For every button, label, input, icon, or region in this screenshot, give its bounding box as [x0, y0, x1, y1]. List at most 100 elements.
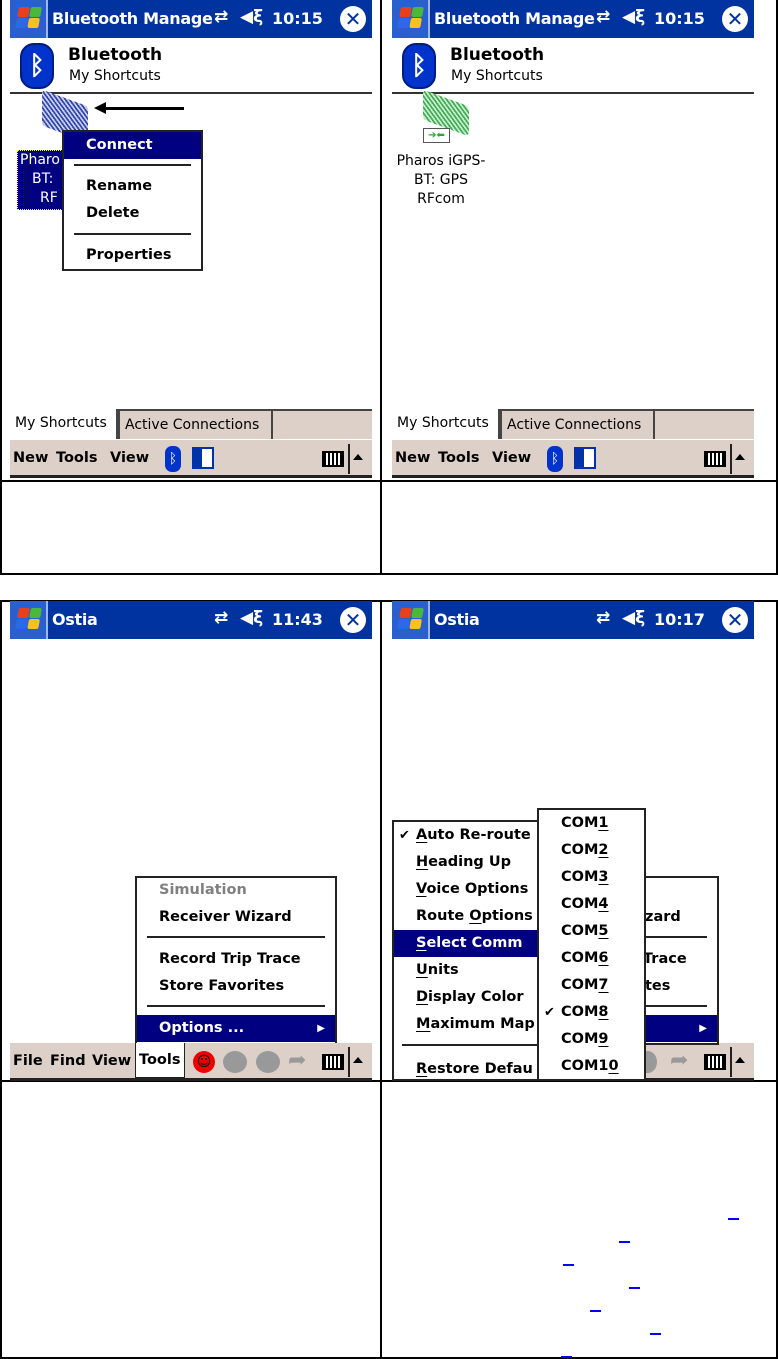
clock[interactable]: 10:15 — [272, 9, 323, 28]
arrow-head-icon — [94, 102, 106, 114]
start-button[interactable] — [392, 601, 430, 639]
keyboard-icon[interactable] — [322, 451, 344, 467]
menu-item-text: S — [416, 935, 427, 951]
menu-item-heading-up[interactable]: Heading Up — [394, 849, 537, 876]
menu-item-store-favorites[interactable]: tes — [645, 978, 671, 994]
tab-my-shortcuts[interactable]: My Shortcuts — [10, 409, 118, 439]
keyboard-icon[interactable] — [704, 1054, 726, 1070]
close-icon[interactable]: ✕ — [340, 607, 366, 633]
window-title: Bluetooth Manage — [52, 9, 213, 28]
table-border — [0, 0, 2, 575]
menu-item-com4[interactable]: COM4 — [539, 891, 644, 918]
bluetooth-discover-icon[interactable]: ᛒ — [165, 446, 181, 472]
menu-item-restore-defau[interactable]: Restore Defau — [394, 1056, 537, 1079]
menu-item-com10[interactable]: COM10 — [539, 1053, 644, 1080]
menu-tools[interactable]: Tools — [56, 450, 98, 466]
input-selector-arrow-icon[interactable] — [735, 454, 745, 460]
menu-view[interactable]: View — [110, 450, 150, 466]
menu-item-maximum-map[interactable]: Maximum Map — [394, 1011, 537, 1038]
underline-mark — [619, 1241, 630, 1243]
connectivity-icon[interactable]: ⇄ — [214, 7, 229, 27]
speaker-icon[interactable]: ◀ξ — [622, 7, 646, 27]
menu-item-connect[interactable]: Connect — [64, 132, 201, 159]
menu-view[interactable]: View — [92, 1053, 132, 1069]
menu-find[interactable]: Find — [50, 1053, 86, 1069]
context-menu: Connect Rename Delete Properties — [62, 130, 203, 271]
menu-item-com2[interactable]: COM2 — [539, 837, 644, 864]
clock[interactable]: 10:17 — [654, 610, 705, 629]
menu-item-receiver-wizard[interactable]: zard — [645, 909, 681, 925]
menu-item-com1[interactable]: COM1 — [539, 810, 644, 837]
clock[interactable]: 10:15 — [654, 9, 705, 28]
menu-item-com6[interactable]: COM6 — [539, 945, 644, 972]
menu-item-rename[interactable]: Rename — [86, 178, 153, 194]
menu-item-com5[interactable]: COM5 — [539, 918, 644, 945]
close-icon[interactable]: ✕ — [340, 6, 366, 32]
menu-item-route-options[interactable]: Route Options — [394, 903, 537, 930]
menu-item-store-favorites[interactable]: Store Favorites — [159, 978, 285, 994]
start-button[interactable] — [392, 0, 430, 38]
menu-item-com3[interactable]: COM3 — [539, 864, 644, 891]
chat-bubble-icon — [256, 1051, 280, 1073]
menu-item-record-trip-trace[interactable]: Record Trip Trace — [159, 951, 301, 967]
windows-flag-icon — [15, 608, 43, 630]
keyboard-icon[interactable] — [322, 1054, 344, 1070]
start-button[interactable] — [10, 0, 48, 38]
connectivity-icon[interactable]: ⇄ — [596, 608, 611, 628]
speaker-icon[interactable]: ◀ξ — [240, 608, 264, 628]
menu-item-com7[interactable]: COM7 — [539, 972, 644, 999]
menu-item-select-comm[interactable]: Select Comm — [394, 930, 537, 957]
speaker-icon[interactable]: ◀ξ — [240, 7, 264, 27]
tab-active-connections[interactable]: Active Connections — [118, 409, 273, 439]
menu-tools[interactable]: Tools — [438, 450, 480, 466]
header-title: Bluetooth — [68, 45, 163, 65]
clock[interactable]: 11:43 — [272, 610, 323, 629]
menu-item-text: nits — [427, 962, 459, 978]
keyboard-icon[interactable] — [704, 451, 726, 467]
menu-item-com8[interactable]: ✔ COM8 — [539, 999, 644, 1026]
contacts-icon[interactable] — [574, 447, 596, 469]
input-selector-arrow-icon[interactable] — [735, 1057, 745, 1063]
menu-item-receiver-wizard[interactable]: Receiver Wizard — [159, 909, 292, 925]
menu-file[interactable]: File — [13, 1053, 43, 1069]
menu-view[interactable]: View — [492, 450, 532, 466]
shortcut-label-selected[interactable]: Pharo BT: RF — [17, 150, 67, 210]
menu-item-com9[interactable]: COM9 — [539, 1026, 644, 1053]
menu-item-text: 9 — [598, 1031, 609, 1047]
menu-item-text: uto Re-route — [427, 827, 531, 843]
menu-item-display-color[interactable]: Display Color — [394, 984, 537, 1011]
contacts-icon[interactable] — [192, 447, 214, 469]
menu-item-properties[interactable]: Properties — [86, 247, 172, 263]
tab-active-connections[interactable]: Active Connections — [500, 409, 655, 439]
menu-item-auto-re-route[interactable]: ✔ Auto Re-route — [394, 822, 537, 849]
menu-item-units[interactable]: Units — [394, 957, 537, 984]
close-icon[interactable]: ✕ — [722, 6, 748, 32]
smiley-icon[interactable]: ☺ — [193, 1051, 215, 1073]
options-submenu: ✔ Auto Re-route Heading Up Voice Options Rou… — [392, 820, 539, 1081]
input-selector-arrow-icon[interactable] — [353, 1057, 363, 1063]
menu-item-text: COM1 — [561, 1058, 609, 1074]
shortcut-label[interactable]: Pharos iGPS- BT: GPS RFcom — [396, 153, 486, 207]
start-button[interactable] — [10, 601, 48, 639]
menu-tools-active[interactable]: Tools — [135, 1043, 185, 1078]
table-border — [0, 600, 2, 1359]
check-icon: ✔ — [544, 1005, 555, 1020]
table-border — [776, 0, 778, 575]
bluetooth-discover-icon[interactable]: ᛒ — [547, 446, 563, 472]
menu-item-record-trip-trace[interactable]: Trace — [643, 951, 687, 967]
menu-item-delete[interactable]: Delete — [86, 205, 140, 221]
connectivity-icon[interactable]: ⇄ — [214, 608, 229, 628]
menu-item-text: 8 — [598, 1004, 609, 1020]
close-icon[interactable]: ✕ — [722, 607, 748, 633]
menu-item-options[interactable]: Options ... ▶ — [137, 1015, 335, 1042]
menu-item-voice-options[interactable]: Voice Options — [394, 876, 537, 903]
menu-new[interactable]: New — [13, 450, 49, 466]
table-border — [0, 1080, 778, 1082]
menu-new[interactable]: New — [395, 450, 431, 466]
tab-my-shortcuts[interactable]: My Shortcuts — [392, 409, 500, 439]
input-selector-arrow-icon[interactable] — [353, 454, 363, 460]
menu-item-text: 7 — [598, 977, 609, 993]
underline-mark — [728, 1218, 739, 1220]
speaker-icon[interactable]: ◀ξ — [622, 608, 646, 628]
connectivity-icon[interactable]: ⇄ — [596, 7, 611, 27]
